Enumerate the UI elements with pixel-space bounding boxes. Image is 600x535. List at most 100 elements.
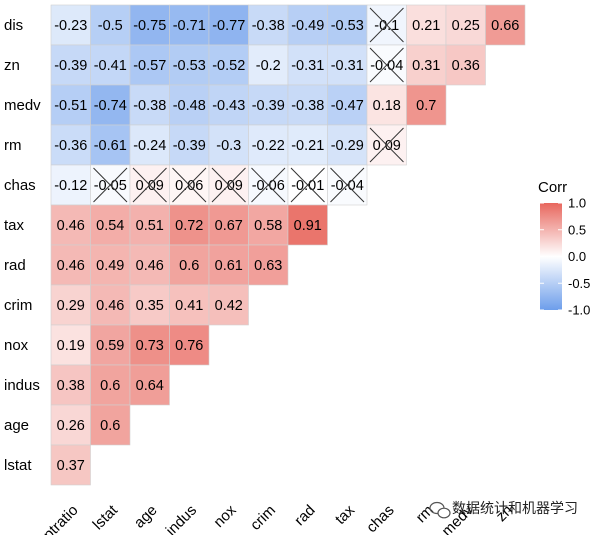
cell-value-label: -0.21 [291, 138, 324, 154]
cell-value-label: 0.54 [96, 218, 124, 234]
cell-value-label: -0.38 [133, 98, 166, 114]
cell-value-label: -0.39 [54, 58, 87, 74]
cell-value-label: 0.61 [215, 258, 243, 274]
heatmap-cell [248, 204, 289, 246]
cell-value-label: 0.7 [416, 98, 436, 114]
cell-value-label: 0.76 [175, 338, 203, 354]
cell-value-label: 0.46 [57, 218, 85, 234]
heatmap-cell [169, 284, 210, 326]
cell-value-label: -0.39 [252, 98, 285, 114]
cell-value-label: -0.61 [94, 138, 127, 154]
heatmap-cell [129, 284, 170, 326]
cell-value-label: -0.36 [54, 138, 87, 154]
heatmap-cell [208, 44, 249, 86]
watermark: 数据统计和机器学习 [429, 500, 578, 519]
heatmap-cell [50, 404, 91, 446]
insignificant-cross-mark [172, 167, 207, 203]
y-axis-label: indus [4, 377, 40, 394]
y-axis-label: lstat [4, 457, 32, 474]
y-axis-label: medv [4, 97, 41, 114]
heatmap-cell [287, 124, 328, 166]
heatmap-cell [327, 84, 368, 126]
cell-value-label: -0.31 [291, 58, 324, 74]
cell-value-label: -0.47 [331, 98, 364, 114]
heatmap-cell [287, 44, 328, 86]
cell-value-label: 0.19 [57, 338, 85, 354]
heatmap-cell [169, 244, 210, 286]
heatmap-cell [327, 44, 368, 86]
heatmap-cell [50, 4, 91, 46]
x-axis-label: nox [210, 501, 239, 530]
legend-tick-label: 1.0 [568, 196, 586, 211]
legend-tick-label: 0.5 [568, 222, 586, 237]
cell-value-label: -0.22 [252, 138, 285, 154]
cell-value-label: 0.63 [254, 258, 282, 274]
cell-value-label: 0.42 [215, 298, 243, 314]
heatmap-cell [406, 4, 447, 46]
legend-tick-label: -0.5 [568, 276, 590, 291]
heatmap-cell [90, 44, 131, 86]
cell-value-label: 0.66 [491, 18, 519, 34]
cell-value-label: -0.49 [291, 18, 324, 34]
cell-value-label: -0.51 [54, 98, 87, 114]
heatmap-cell [169, 84, 210, 126]
cell-value-label: 0.59 [96, 338, 124, 354]
legend-ticks: 1.0 0.5 0.0 -0.5 -1.0 [540, 196, 590, 318]
cell-value-label: 0.25 [452, 18, 480, 34]
heatmap-cell [90, 84, 131, 126]
cell-value-label: 0.21 [412, 18, 440, 34]
watermark-text: 数据统计和机器学习 [452, 500, 578, 516]
cell-value-label: 0.6 [179, 258, 199, 274]
heatmap-cell [169, 4, 210, 46]
cell-value-label: -0.3 [216, 138, 241, 154]
cell-value-label: 0.73 [136, 338, 164, 354]
cell-value-label: 0.46 [57, 258, 85, 274]
y-axis-label: zn [4, 57, 20, 74]
cell-value-label: -0.04 [370, 58, 403, 74]
heatmap-cell [90, 404, 131, 446]
cell-value-label: -0.23 [54, 18, 87, 34]
cell-value-label: 0.06 [175, 178, 203, 194]
cell-value-label: 0.41 [175, 298, 203, 314]
y-axis-label: rad [4, 257, 26, 274]
cell-value-label: 0.6 [100, 378, 120, 394]
heatmap-cell [129, 364, 170, 406]
insignificance-crosses [93, 7, 404, 203]
cell-value-label: 0.26 [57, 418, 85, 434]
insignificant-cross-mark [290, 167, 325, 203]
heatmap-cell [169, 44, 210, 86]
y-axis-label: crim [4, 297, 32, 314]
insignificant-cross-mark [369, 127, 404, 163]
cell-value-label: -0.53 [173, 58, 206, 74]
cell-value-label: -0.2 [256, 58, 281, 74]
insignificant-cross-mark [211, 167, 246, 203]
heatmap-cell [50, 324, 91, 366]
heatmap-cell [169, 204, 210, 246]
cell-value-label: 0.31 [412, 58, 440, 74]
cell-value-label: -0.12 [54, 178, 87, 194]
heatmap-cell [445, 44, 486, 86]
y-axis-labels: dis zn medv rm chas tax rad crim nox indus age lsta… [4, 17, 41, 474]
cell-value-label: 0.29 [57, 298, 85, 314]
heatmap-cell [248, 84, 289, 126]
cell-value-label: 0.72 [175, 218, 203, 234]
cell-value-label: 0.38 [57, 378, 85, 394]
y-axis-label: age [4, 417, 29, 434]
legend-tick-label: -1.0 [568, 303, 590, 318]
heatmap-cell [208, 284, 249, 326]
cell-value-label: -0.31 [331, 58, 364, 74]
y-axis-label: nox [4, 337, 29, 354]
cell-value-label: 0.09 [373, 138, 401, 154]
cell-value-label: 0.09 [136, 178, 164, 194]
insignificant-cross-mark [369, 47, 404, 83]
x-axis-label: tax [332, 501, 359, 528]
cell-value-label: -0.06 [252, 178, 285, 194]
cell-value-label: 0.6 [100, 418, 120, 434]
heatmap-cell [90, 324, 131, 366]
x-axis-label: crim [247, 502, 279, 534]
heatmap-cell [169, 324, 210, 366]
insignificant-cross-mark [369, 7, 404, 43]
cell-value-label: -0.43 [212, 98, 245, 114]
x-axis-label: age [131, 502, 161, 532]
